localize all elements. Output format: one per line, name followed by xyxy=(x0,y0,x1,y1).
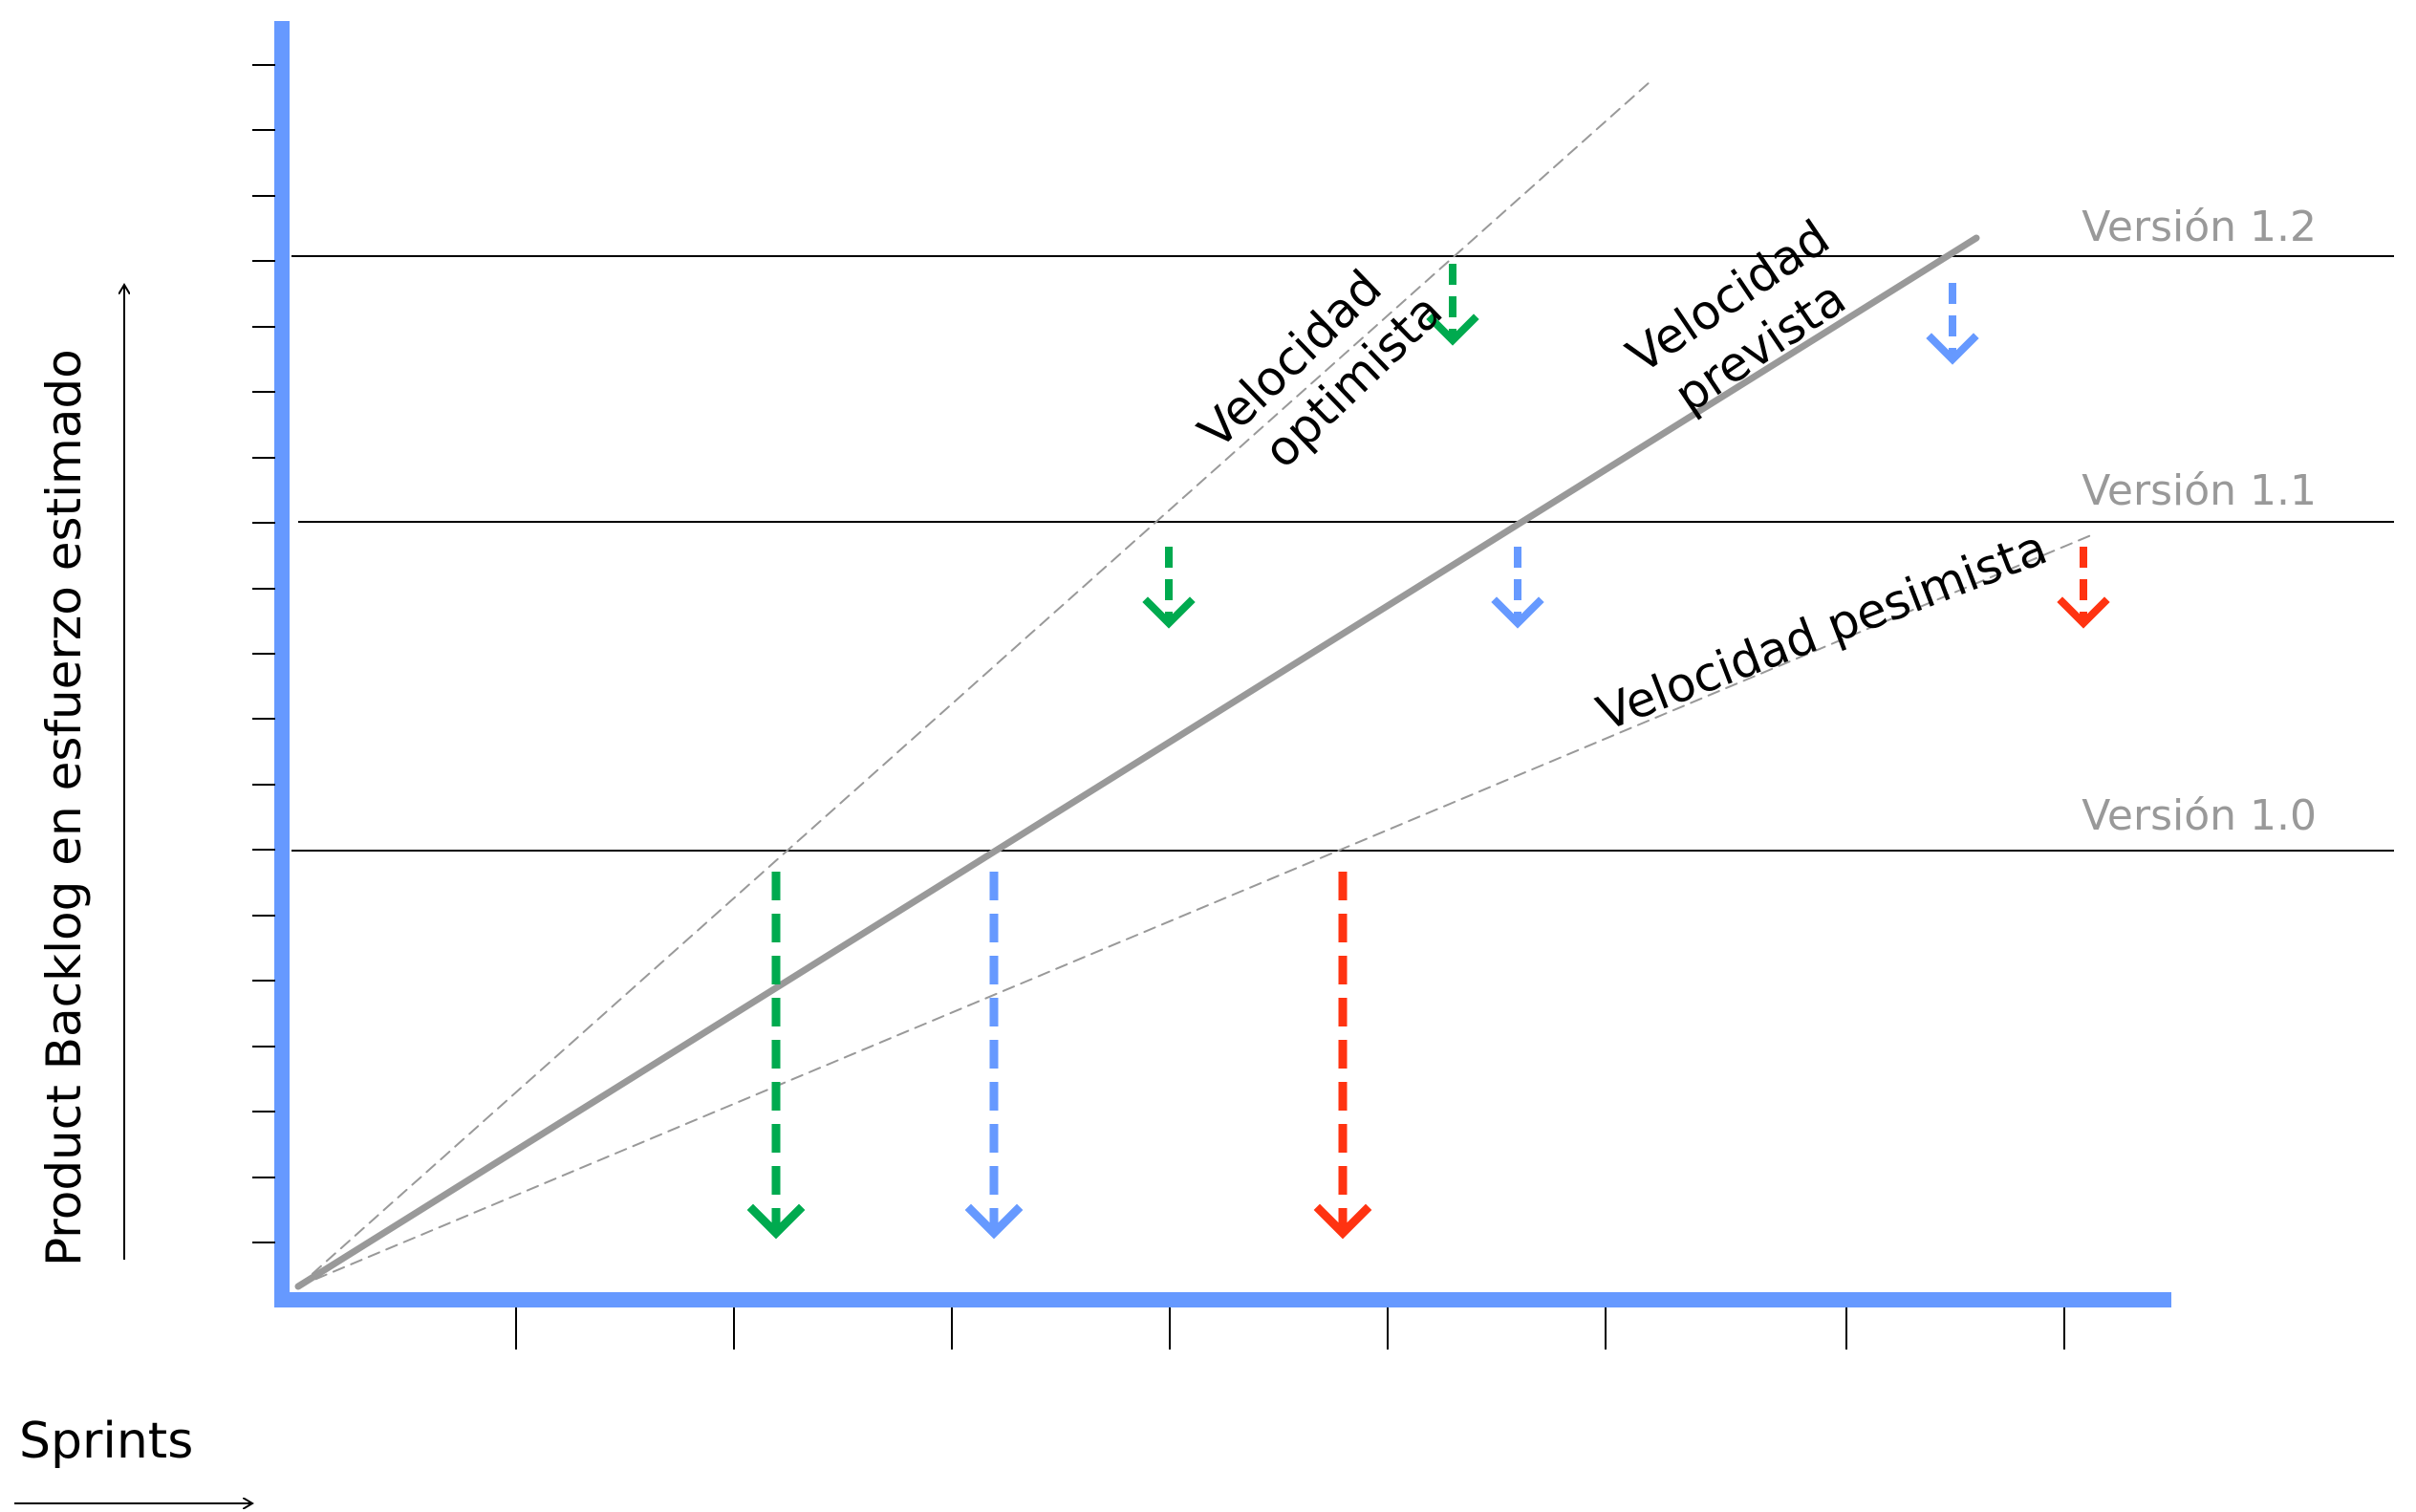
arrow-optimista-4 xyxy=(1142,547,1196,629)
label-velocidad-optimista: Velocidad optimista xyxy=(1188,259,1453,478)
x-axis-title: Sprints xyxy=(19,1413,193,1470)
arrow-prevista-5 xyxy=(1491,547,1544,629)
arrow-prevista-2 xyxy=(964,872,1024,1240)
label-velocidad-pesimista: Velocidad pesimista xyxy=(1590,519,2055,742)
arrow-pesimista-6 xyxy=(2057,547,2110,629)
release-label-2: Versión 1.1 xyxy=(2082,466,2317,515)
axes xyxy=(252,21,2171,1350)
arrow-prevista-8 xyxy=(1926,283,1979,365)
velocity-line-optimista xyxy=(297,81,1650,1287)
velocity-line-pesimista xyxy=(297,534,2092,1287)
label-pesimista-line1: Velocidad pesimista xyxy=(1590,519,2055,742)
velocity-lines xyxy=(294,81,2092,1290)
arrow-optimista-7 xyxy=(1426,264,1479,346)
y-axis-title: Product Backlog en esfuerzo estimado xyxy=(36,349,92,1266)
release-label-1: Versión 1.0 xyxy=(2082,791,2317,840)
velocity-line-prevista xyxy=(294,234,1980,1290)
label-velocidad-prevista: Velocidad prevista xyxy=(1617,209,1855,423)
release-label-3: Versión 1.2 xyxy=(2082,203,2317,251)
release-lines: Versión 1.0 Versión 1.1 Versión 1.2 xyxy=(291,203,2394,852)
release-arrows xyxy=(746,264,2110,1240)
arrow-optimista-1 xyxy=(746,872,806,1240)
arrow-pesimista-3 xyxy=(1313,872,1372,1240)
